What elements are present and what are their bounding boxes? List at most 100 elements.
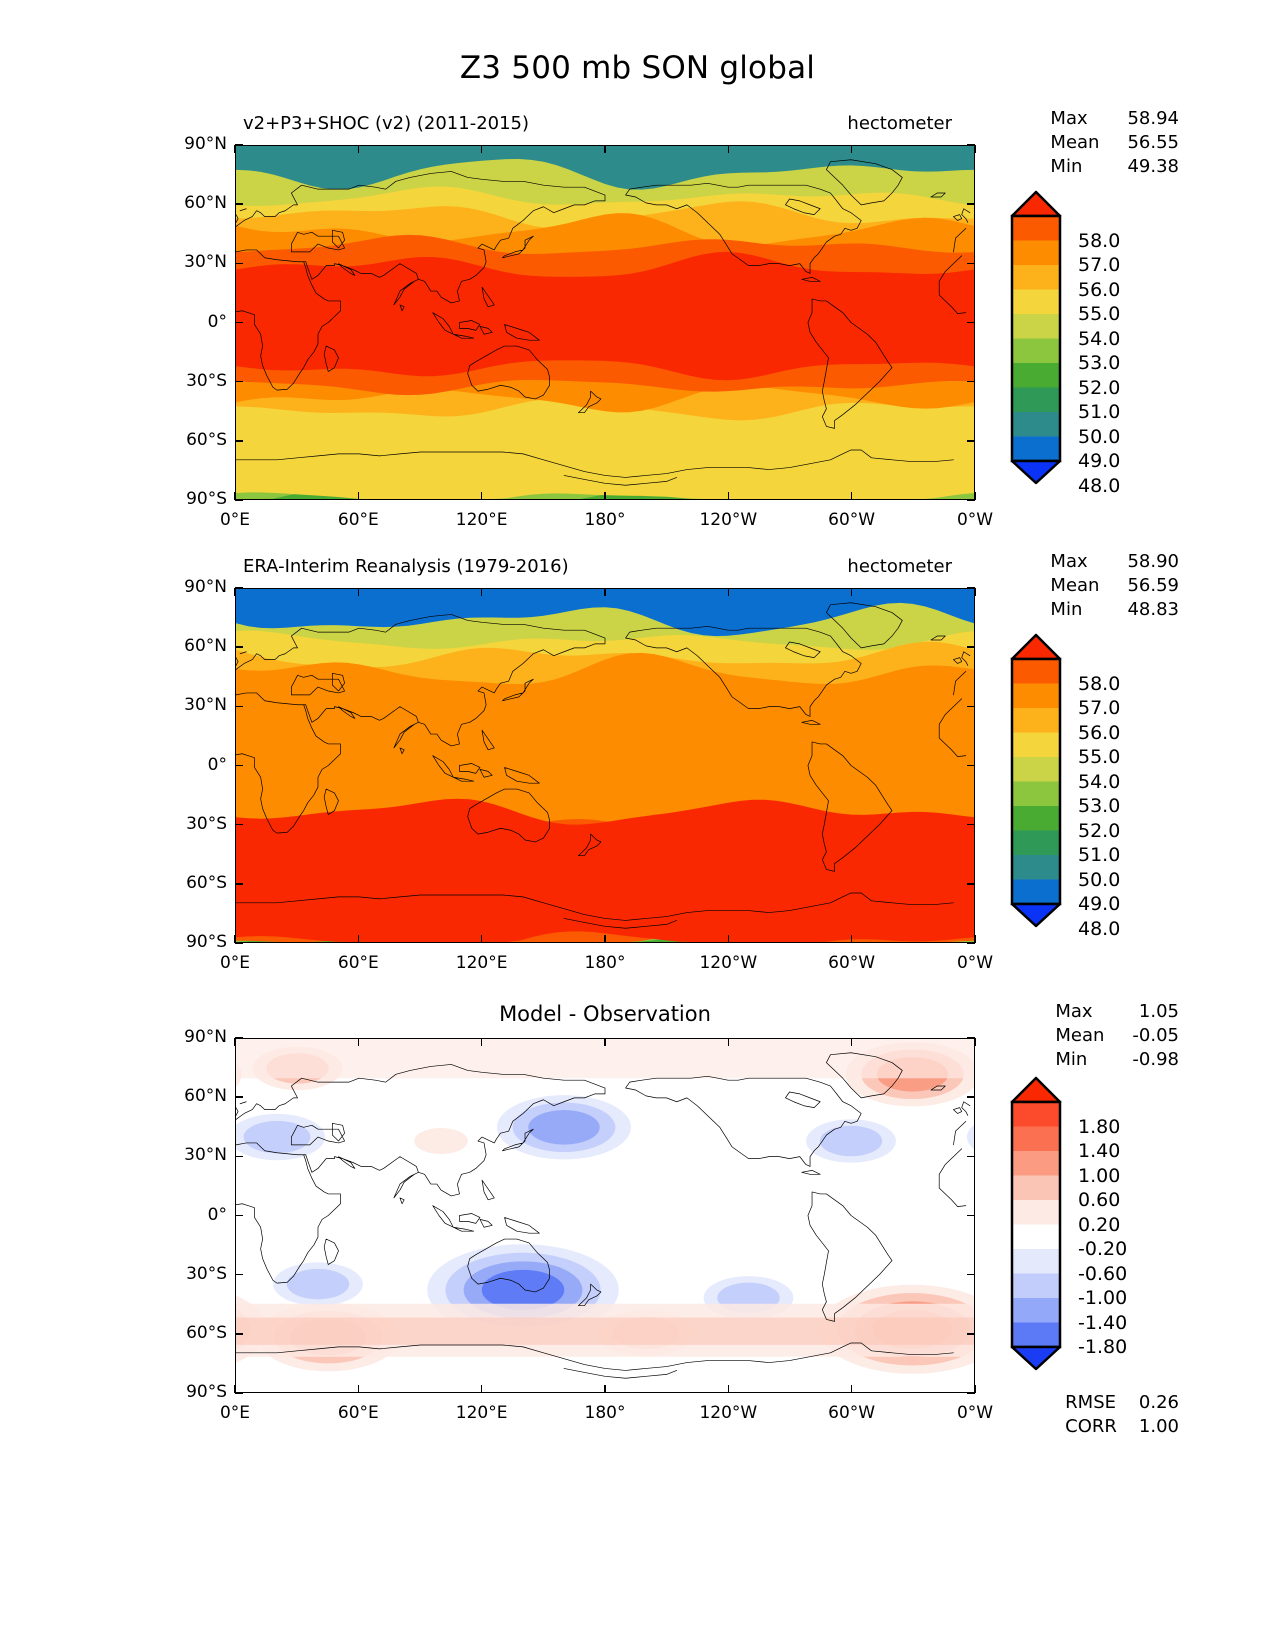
y-tick bbox=[967, 764, 975, 767]
x-tick bbox=[727, 935, 730, 943]
y-tick bbox=[235, 203, 243, 205]
x-tick bbox=[850, 935, 853, 943]
x-tick bbox=[604, 1385, 606, 1393]
colorbar-tick-label: -1.40 bbox=[1078, 1311, 1128, 1334]
y-tick bbox=[967, 1392, 975, 1394]
stat-key: Mean bbox=[1050, 132, 1100, 153]
foot-stats: RMSE 0.26 CORR 1.00 bbox=[1065, 1391, 1179, 1439]
stat-row: Max 58.90 bbox=[1050, 550, 1179, 574]
x-tick bbox=[357, 492, 360, 500]
colorbar-tick-label: 53.0 bbox=[1078, 795, 1121, 817]
y-tick bbox=[235, 1037, 243, 1039]
x-axis-label: 60°E bbox=[337, 1403, 379, 1423]
panel-model-units: hectometer bbox=[847, 113, 952, 134]
coastlines bbox=[236, 1052, 971, 1379]
y-axis-label: 90°N bbox=[184, 577, 227, 597]
x-tick bbox=[727, 588, 730, 596]
colorbar-tick-label: 53.0 bbox=[1078, 352, 1121, 374]
stat-value: 58.90 bbox=[1127, 551, 1179, 572]
x-tick bbox=[357, 145, 360, 153]
y-tick bbox=[235, 705, 243, 708]
x-axis-label: 0°E bbox=[219, 510, 251, 530]
y-axis-label: 30°S bbox=[186, 1263, 227, 1284]
y-tick bbox=[967, 144, 975, 146]
y-axis-label: 60°N bbox=[184, 1086, 227, 1107]
colorbar-tick-label: -1.00 bbox=[1078, 1287, 1128, 1309]
stat-key: Min bbox=[1050, 599, 1083, 620]
colorbar-tick-label: 0.20 bbox=[1078, 1213, 1121, 1236]
x-tick bbox=[234, 1038, 236, 1046]
x-tick bbox=[974, 1038, 976, 1046]
x-tick bbox=[357, 1038, 360, 1046]
colorbar-tick-label: 55.0 bbox=[1078, 746, 1121, 768]
x-tick bbox=[604, 492, 606, 500]
x-axis-label: 120°E bbox=[455, 1403, 508, 1423]
x-tick bbox=[480, 935, 483, 943]
y-tick bbox=[235, 823, 243, 826]
y-tick bbox=[235, 1392, 243, 1394]
x-tick bbox=[234, 145, 236, 153]
colorbar-tick-label: -0.20 bbox=[1078, 1238, 1128, 1260]
y-tick bbox=[967, 942, 975, 944]
colorbar-tick-label: 54.0 bbox=[1078, 327, 1121, 350]
x-axis-label: 120°E bbox=[455, 510, 508, 530]
y-tick bbox=[967, 1273, 975, 1276]
y-axis-label: 0° bbox=[207, 1204, 227, 1225]
x-tick bbox=[850, 492, 853, 500]
foot-stat-value: 0.26 bbox=[1138, 1392, 1179, 1413]
colorbar-tick-label: 57.0 bbox=[1078, 254, 1121, 276]
x-tick bbox=[974, 492, 976, 500]
stat-value: -0.05 bbox=[1132, 1025, 1179, 1046]
colorbar-tick-label: 49.0 bbox=[1078, 893, 1121, 915]
coastlines bbox=[236, 602, 971, 929]
x-tick bbox=[727, 492, 730, 500]
y-axis-label: 30°N bbox=[184, 1145, 227, 1166]
y-axis-label: 30°S bbox=[186, 370, 227, 391]
colorbar-tick-label: 50.0 bbox=[1078, 425, 1121, 448]
x-axis-label: 120°W bbox=[699, 510, 758, 530]
y-tick bbox=[235, 262, 243, 265]
x-tick bbox=[480, 145, 483, 153]
y-tick bbox=[967, 1096, 975, 1098]
y-tick bbox=[967, 440, 975, 442]
stat-row: Max 1.05 bbox=[1055, 1000, 1179, 1024]
stat-key: Mean bbox=[1055, 1025, 1105, 1046]
map-model bbox=[235, 145, 975, 500]
x-tick bbox=[850, 145, 853, 153]
x-axis-label: 60°W bbox=[828, 953, 876, 973]
colorbar-tick-label: 1.00 bbox=[1078, 1164, 1121, 1187]
x-axis-label: 180° bbox=[584, 510, 626, 530]
coastlines bbox=[236, 159, 971, 486]
stat-value: 58.94 bbox=[1127, 108, 1179, 129]
stat-row: Min -0.98 bbox=[1055, 1048, 1179, 1072]
map-observation bbox=[235, 588, 975, 943]
colorbar-tick-label: 58.0 bbox=[1078, 229, 1121, 252]
stat-key: Max bbox=[1055, 1001, 1093, 1022]
x-axis-label: 60°E bbox=[337, 953, 379, 973]
y-tick bbox=[235, 883, 243, 885]
colorbar-tick-label: 48.0 bbox=[1078, 474, 1121, 497]
stat-row: Min 49.38 bbox=[1050, 155, 1179, 179]
stat-key: Min bbox=[1050, 156, 1083, 177]
x-tick bbox=[850, 1038, 853, 1046]
colorbar-tick-label: 48.0 bbox=[1078, 917, 1121, 940]
x-tick bbox=[357, 1385, 360, 1393]
colorbar-tick-label: 51.0 bbox=[1078, 844, 1121, 866]
stat-value: 56.55 bbox=[1127, 132, 1179, 153]
x-axis-label: 0°E bbox=[219, 1403, 251, 1423]
y-tick bbox=[967, 380, 975, 383]
stat-row: Mean -0.05 bbox=[1055, 1024, 1179, 1048]
colorbar-tick-label: 52.0 bbox=[1078, 376, 1121, 399]
y-tick bbox=[967, 587, 975, 589]
stat-row: Min 48.83 bbox=[1050, 598, 1179, 622]
colorbar-tick-label: 49.0 bbox=[1078, 450, 1121, 472]
y-axis-label: 90°N bbox=[184, 134, 227, 154]
x-tick bbox=[604, 935, 606, 943]
y-tick bbox=[235, 321, 243, 324]
colorbar-tick-label: 56.0 bbox=[1078, 721, 1121, 744]
x-tick bbox=[974, 588, 976, 596]
stat-value: 1.05 bbox=[1138, 1001, 1179, 1022]
foot-stat-row: CORR 1.00 bbox=[1065, 1415, 1179, 1439]
y-axis-label: 60°S bbox=[186, 872, 227, 893]
